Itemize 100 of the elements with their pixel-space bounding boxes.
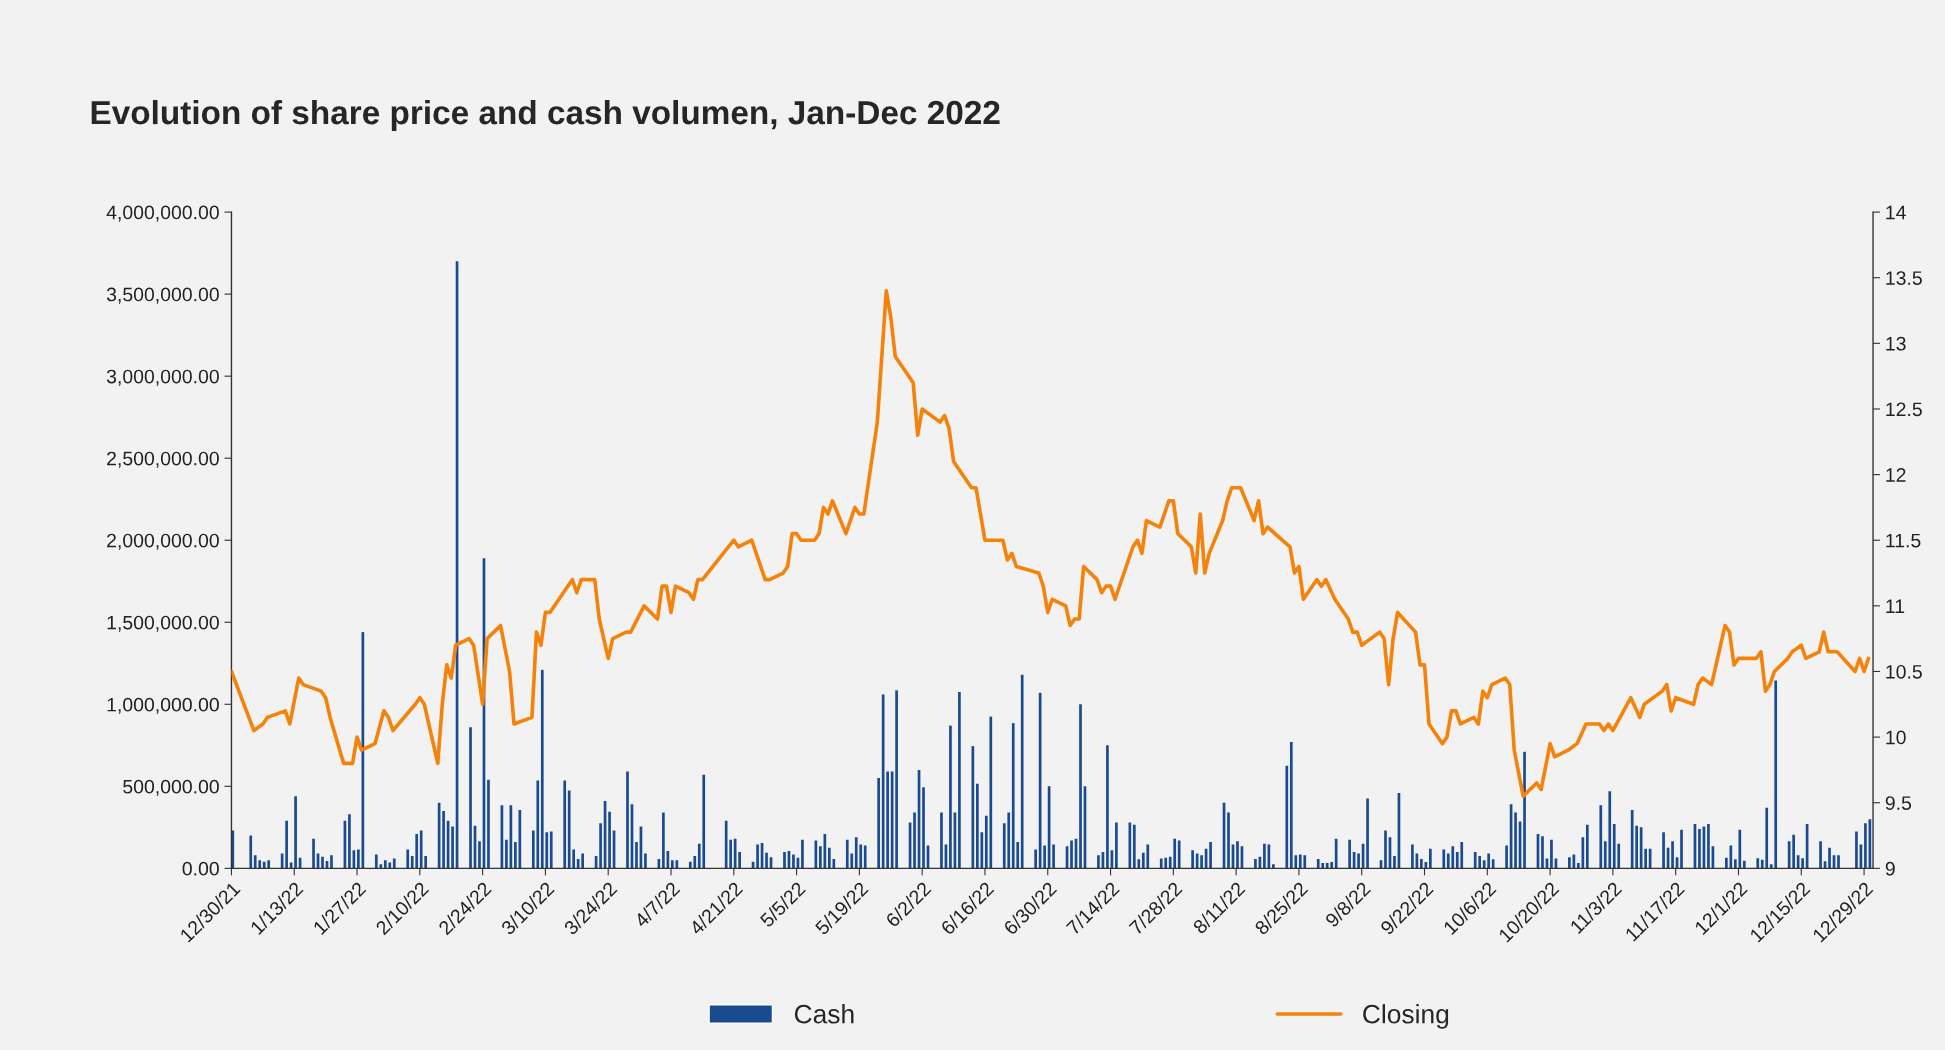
bar (1819, 841, 1822, 869)
bar (478, 841, 481, 869)
bar (1070, 840, 1073, 869)
chart-title: Evolution of share price and cash volumen, Jan-Dec 2022 (91, 99, 1000, 132)
bar (419, 830, 423, 869)
bar (348, 814, 351, 869)
bar (1473, 851, 1477, 869)
bar (388, 862, 392, 869)
bar (863, 845, 867, 869)
bar (406, 849, 410, 869)
bar (1366, 798, 1369, 869)
bar (671, 860, 674, 869)
bar (626, 771, 629, 869)
y2-tick-label: 9.5 (1885, 796, 1912, 810)
bar (1177, 840, 1181, 869)
bar (1837, 855, 1840, 869)
bar (451, 826, 454, 869)
bar (487, 779, 490, 869)
y2-tick-label: 12 (1886, 468, 1906, 482)
bar (599, 823, 602, 869)
bar (756, 844, 759, 869)
bar (1316, 859, 1320, 869)
bar (514, 842, 517, 869)
bar (294, 796, 297, 869)
bar (1550, 839, 1553, 869)
bar (1200, 855, 1203, 869)
bar (1523, 751, 1526, 869)
bar (949, 725, 952, 869)
bar (1585, 824, 1589, 869)
bar (1742, 860, 1746, 869)
bar (886, 771, 889, 869)
bar (469, 727, 472, 869)
bar (1864, 823, 1867, 869)
bar (1285, 765, 1289, 869)
bar (1612, 824, 1616, 869)
bar (1272, 864, 1275, 869)
line-series (231, 289, 1871, 798)
bar (383, 860, 387, 869)
bar (724, 820, 728, 869)
bar (1384, 830, 1387, 869)
bar (1451, 846, 1455, 869)
bar (1738, 829, 1742, 869)
bar (702, 774, 706, 869)
bar (895, 690, 898, 869)
y2-tick-label: 14 (1886, 205, 1906, 220)
bar (1097, 855, 1100, 869)
bar (1106, 745, 1109, 869)
y-tick-label: 2,500,000.00 (107, 451, 219, 468)
bar (1756, 858, 1760, 869)
bar (330, 855, 333, 869)
bar (1855, 831, 1858, 869)
bar (312, 838, 315, 869)
bar (262, 861, 266, 869)
bar (1644, 848, 1647, 869)
bar (819, 846, 822, 869)
bar (1173, 838, 1177, 869)
bar (1630, 810, 1634, 869)
bar (567, 790, 571, 869)
y2-tick-label: 10.5 (1886, 664, 1922, 679)
bar (285, 820, 288, 869)
y-tick-label: 1,000,000.00 (107, 697, 219, 714)
y2-tick-label: 12.5 (1886, 402, 1922, 417)
bar (1128, 822, 1132, 869)
bar (1164, 857, 1168, 869)
bar (827, 847, 831, 869)
bar (1043, 845, 1046, 869)
bar (1568, 857, 1571, 869)
bar (392, 858, 396, 869)
bar (738, 851, 741, 869)
bar (675, 860, 679, 869)
bar (442, 810, 445, 869)
bar (1159, 858, 1163, 869)
bar (922, 787, 925, 869)
bar (635, 842, 638, 869)
bar (1007, 812, 1011, 869)
bar (1011, 723, 1015, 869)
bar (505, 839, 508, 869)
bar (1478, 856, 1482, 869)
bar (1334, 838, 1338, 869)
bar (1792, 834, 1795, 869)
legend-label: Cash (794, 1004, 854, 1024)
bar (662, 812, 665, 869)
bar (581, 853, 584, 869)
bar (1599, 805, 1603, 869)
bar (1765, 807, 1769, 869)
bar (1801, 858, 1804, 869)
bar (1146, 844, 1150, 869)
bar (608, 811, 611, 869)
bar (536, 780, 540, 869)
y-tick-label: 3,500,000.00 (106, 287, 219, 304)
bar (1514, 812, 1517, 869)
bar (1698, 828, 1701, 869)
bar (1052, 844, 1055, 869)
bar (374, 854, 378, 869)
bar (1442, 849, 1446, 869)
bar (854, 837, 858, 869)
bar (1487, 853, 1490, 869)
y2-tick-label: 9 (1885, 861, 1895, 876)
bar (549, 831, 553, 869)
bar (1330, 862, 1334, 869)
